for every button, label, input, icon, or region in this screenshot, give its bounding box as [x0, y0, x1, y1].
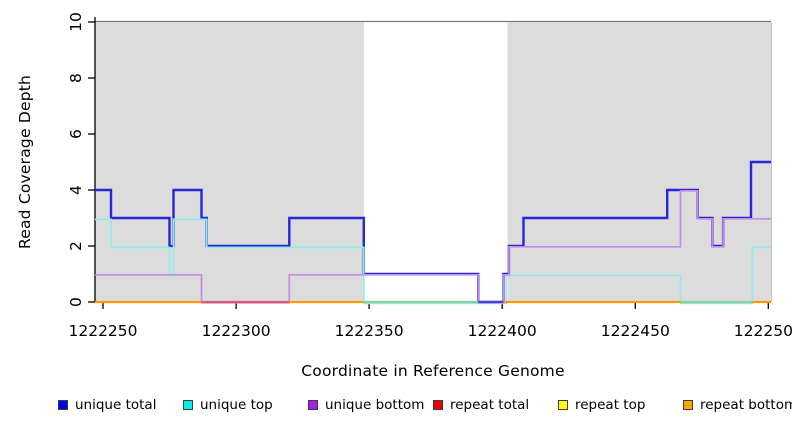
legend-swatch-icon — [558, 400, 568, 410]
legend-item-unique-top: unique top — [183, 397, 273, 413]
svg-text:1222400: 1222400 — [468, 322, 537, 340]
legend-swatch-icon — [58, 400, 68, 410]
svg-text:2: 2 — [67, 241, 85, 251]
svg-text:1222250: 1222250 — [68, 322, 137, 340]
legend-item-repeat-top: repeat top — [558, 397, 646, 413]
svg-text:10: 10 — [67, 12, 85, 32]
coverage-plot-canvas: 0 2 4 6 8 10 1222250 1222300 1222350 1222400 12224… — [67, 12, 792, 340]
svg-text:1222300: 1222300 — [202, 322, 271, 340]
legend-swatch-icon — [683, 400, 693, 410]
legend-label: repeat top — [575, 397, 646, 413]
legend-item-repeat-bottom: repeat bottom — [683, 397, 792, 413]
svg-text:4: 4 — [67, 185, 85, 195]
legend-swatch-icon — [308, 400, 318, 410]
svg-text:1222500: 1222500 — [734, 322, 792, 340]
legend-swatch-icon — [183, 400, 193, 410]
legend-item-repeat-total: repeat total — [433, 397, 530, 413]
svg-text:8: 8 — [67, 73, 85, 83]
legend-label: unique total — [75, 397, 157, 413]
svg-text:0: 0 — [67, 297, 85, 307]
legend-label: repeat total — [450, 397, 530, 413]
legend-label: repeat bottom — [700, 397, 792, 413]
legend-label: unique bottom — [325, 397, 425, 413]
y-axis-title: Read Coverage Depth — [16, 74, 34, 250]
x-axis-title: Coordinate in Reference Genome — [301, 362, 565, 380]
legend-item-unique-bottom: unique bottom — [308, 397, 425, 413]
legend-item-unique-total: unique total — [58, 397, 157, 413]
svg-text:6: 6 — [67, 129, 85, 139]
legend-swatch-icon — [433, 400, 443, 410]
svg-text:1222350: 1222350 — [335, 322, 404, 340]
legend-label: unique top — [200, 397, 273, 413]
svg-text:1222450: 1222450 — [601, 322, 670, 340]
